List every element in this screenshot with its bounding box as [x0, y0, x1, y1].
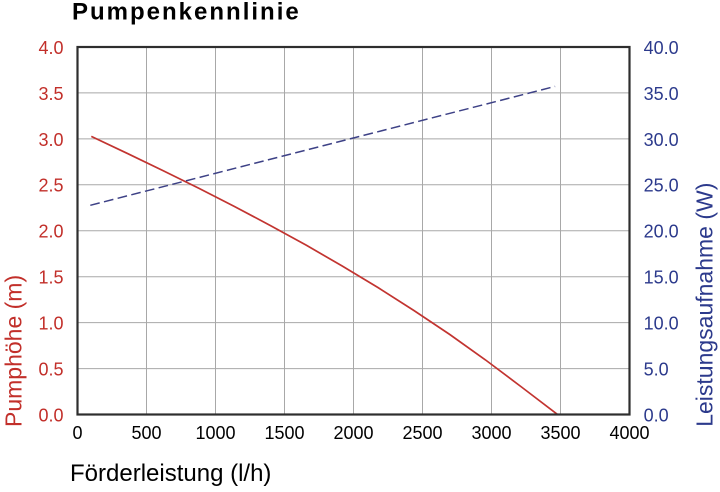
svg-text:1000: 1000	[195, 423, 235, 443]
svg-text:0: 0	[72, 423, 82, 443]
svg-text:20.0: 20.0	[644, 222, 679, 242]
svg-text:5.0: 5.0	[644, 360, 669, 380]
svg-text:3.5: 3.5	[38, 84, 63, 104]
svg-text:Leistungsaufnahme (W): Leistungsaufnahme (W)	[692, 183, 718, 427]
svg-text:Pumphöhe (m): Pumphöhe (m)	[1, 275, 27, 427]
svg-text:2000: 2000	[333, 423, 373, 443]
svg-text:Pumpenkennlinie: Pumpenkennlinie	[72, 0, 301, 26]
svg-text:2.0: 2.0	[38, 222, 63, 242]
svg-text:2.5: 2.5	[38, 176, 63, 196]
svg-text:1.0: 1.0	[38, 314, 63, 334]
svg-text:4000: 4000	[609, 423, 649, 443]
svg-text:0.0: 0.0	[644, 405, 669, 425]
svg-text:3000: 3000	[471, 423, 511, 443]
svg-text:2500: 2500	[402, 423, 442, 443]
svg-text:40.0: 40.0	[644, 38, 679, 58]
svg-text:1.5: 1.5	[38, 268, 63, 288]
svg-text:35.0: 35.0	[644, 84, 679, 104]
svg-text:3500: 3500	[540, 423, 580, 443]
svg-text:1500: 1500	[264, 423, 304, 443]
svg-text:30.0: 30.0	[644, 130, 679, 150]
svg-text:10.0: 10.0	[644, 314, 679, 334]
svg-text:0.0: 0.0	[38, 405, 63, 425]
svg-text:Förderleistung (l/h): Förderleistung (l/h)	[70, 460, 271, 487]
svg-text:15.0: 15.0	[644, 268, 679, 288]
svg-text:25.0: 25.0	[644, 176, 679, 196]
svg-text:0.5: 0.5	[38, 360, 63, 380]
svg-text:3.0: 3.0	[38, 130, 63, 150]
svg-text:4.0: 4.0	[38, 38, 63, 58]
svg-text:500: 500	[131, 423, 161, 443]
